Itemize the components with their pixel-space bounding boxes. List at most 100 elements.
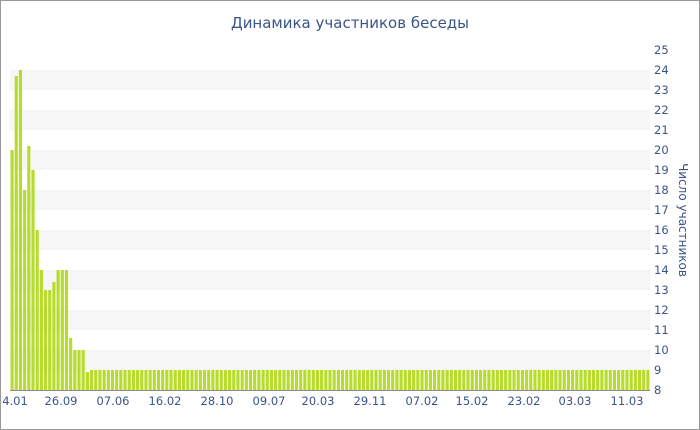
bar[interactable] xyxy=(617,370,621,390)
bar[interactable] xyxy=(248,370,253,390)
bar[interactable] xyxy=(48,290,52,390)
bar[interactable] xyxy=(612,370,617,390)
bar[interactable] xyxy=(324,370,328,390)
bar[interactable] xyxy=(307,370,311,390)
bar[interactable] xyxy=(282,370,286,390)
bar[interactable] xyxy=(424,370,428,390)
bar[interactable] xyxy=(223,370,228,390)
bar[interactable] xyxy=(81,350,85,390)
bar[interactable] xyxy=(173,370,177,390)
bar[interactable] xyxy=(161,370,165,390)
bar[interactable] xyxy=(148,370,152,390)
bar[interactable] xyxy=(353,370,357,390)
bar[interactable] xyxy=(211,370,215,390)
bar[interactable] xyxy=(382,370,386,390)
bar[interactable] xyxy=(608,370,612,390)
bar[interactable] xyxy=(320,370,324,390)
bar[interactable] xyxy=(286,370,290,390)
bar[interactable] xyxy=(495,370,499,390)
bar[interactable] xyxy=(604,370,608,390)
bar[interactable] xyxy=(106,370,110,390)
bar[interactable] xyxy=(596,370,600,390)
bar[interactable] xyxy=(194,370,198,390)
bar[interactable] xyxy=(499,370,504,390)
bar[interactable] xyxy=(416,370,420,390)
bar[interactable] xyxy=(140,370,144,390)
bar[interactable] xyxy=(550,370,554,390)
bar[interactable] xyxy=(412,370,416,390)
bar[interactable] xyxy=(89,370,94,390)
bar[interactable] xyxy=(458,370,462,390)
bar[interactable] xyxy=(165,370,169,390)
bar[interactable] xyxy=(349,370,353,390)
bar[interactable] xyxy=(646,370,650,390)
bar[interactable] xyxy=(558,370,562,390)
bar[interactable] xyxy=(311,370,315,390)
bar[interactable] xyxy=(144,370,148,390)
bar[interactable] xyxy=(449,370,453,390)
bar[interactable] xyxy=(190,370,194,390)
bar[interactable] xyxy=(470,370,474,390)
bar[interactable] xyxy=(562,370,566,390)
bar[interactable] xyxy=(566,370,571,390)
bar[interactable] xyxy=(621,370,625,390)
bar[interactable] xyxy=(14,76,18,390)
bar[interactable] xyxy=(642,370,646,390)
bar[interactable] xyxy=(445,370,449,390)
bar[interactable] xyxy=(152,370,156,390)
bar[interactable] xyxy=(328,370,332,390)
bar[interactable] xyxy=(512,370,516,390)
bar[interactable] xyxy=(340,370,345,390)
bar[interactable] xyxy=(370,370,374,390)
bar[interactable] xyxy=(374,370,378,390)
bar[interactable] xyxy=(591,370,596,390)
bar[interactable] xyxy=(529,370,533,390)
bar[interactable] xyxy=(23,190,27,390)
bar[interactable] xyxy=(207,370,211,390)
bar[interactable] xyxy=(386,370,391,390)
bar[interactable] xyxy=(357,370,361,390)
bar[interactable] xyxy=(94,370,98,390)
bar[interactable] xyxy=(420,370,424,390)
bar[interactable] xyxy=(315,370,320,390)
bar[interactable] xyxy=(453,370,458,390)
bar[interactable] xyxy=(39,270,43,390)
bar[interactable] xyxy=(228,370,232,390)
bar[interactable] xyxy=(345,370,349,390)
bar[interactable] xyxy=(474,370,478,390)
bar[interactable] xyxy=(299,370,303,390)
bar[interactable] xyxy=(131,370,135,390)
bar[interactable] xyxy=(487,370,491,390)
bar[interactable] xyxy=(533,370,537,390)
bar[interactable] xyxy=(545,370,550,390)
bar[interactable] xyxy=(428,370,432,390)
bar[interactable] xyxy=(274,370,278,390)
bar[interactable] xyxy=(261,370,265,390)
bar[interactable] xyxy=(110,370,115,390)
bar[interactable] xyxy=(236,370,240,390)
bar[interactable] xyxy=(198,370,202,390)
bar[interactable] xyxy=(31,170,35,390)
bar[interactable] xyxy=(265,370,269,390)
bar[interactable] xyxy=(407,370,412,390)
bar[interactable] xyxy=(85,372,89,390)
bar[interactable] xyxy=(27,146,31,390)
bar[interactable] xyxy=(520,370,525,390)
bar[interactable] xyxy=(290,370,294,390)
bar[interactable] xyxy=(52,282,56,390)
bar[interactable] xyxy=(56,270,60,390)
bar[interactable] xyxy=(98,370,102,390)
bar[interactable] xyxy=(491,370,495,390)
bar[interactable] xyxy=(441,370,445,390)
bar[interactable] xyxy=(135,370,140,390)
bar[interactable] xyxy=(516,370,520,390)
bar[interactable] xyxy=(336,370,340,390)
bar[interactable] xyxy=(571,370,575,390)
bar[interactable] xyxy=(294,370,299,390)
bar[interactable] xyxy=(462,370,466,390)
bar[interactable] xyxy=(64,270,69,390)
bar[interactable] xyxy=(186,370,190,390)
bar[interactable] xyxy=(219,370,223,390)
bar[interactable] xyxy=(508,370,512,390)
bar[interactable] xyxy=(303,370,307,390)
